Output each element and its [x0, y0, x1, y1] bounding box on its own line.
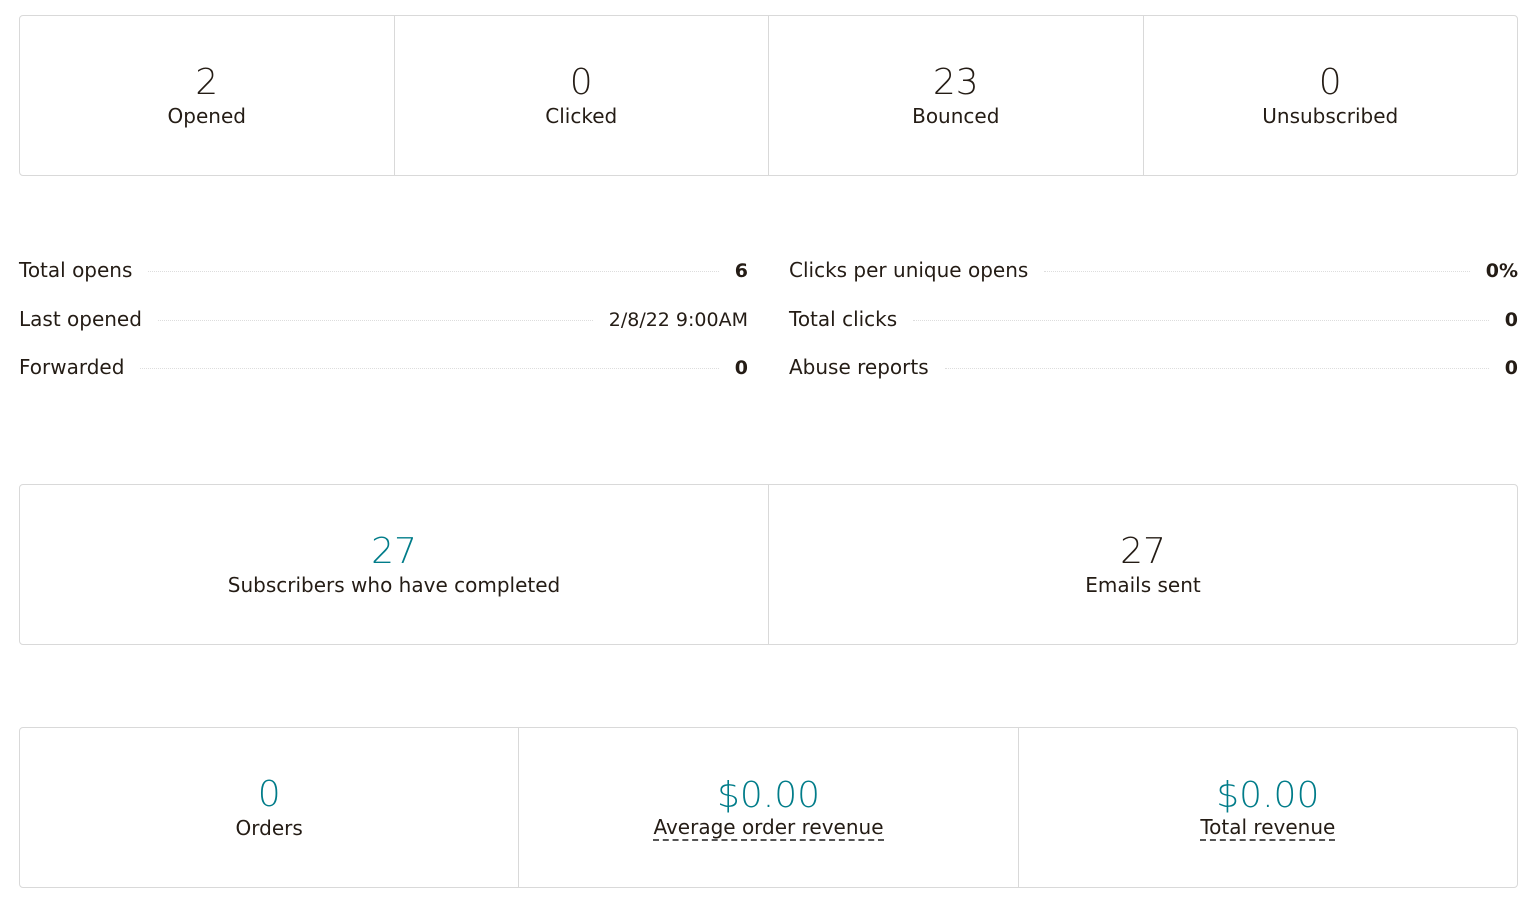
opened-card: 2 Opened: [20, 16, 394, 175]
average-order-revenue-tooltip-label[interactable]: Average order revenue: [653, 814, 884, 841]
bounced-label: Bounced: [912, 103, 1000, 128]
stats-left: Total opens 6 Last opened 2/8/22 9:00AM Fo…: [19, 258, 748, 404]
stat-row: Abuse reports 0: [789, 355, 1518, 404]
dotted-leader: [1044, 271, 1470, 272]
stat-value: 2/8/22 9:00AM: [608, 308, 748, 331]
unsubscribed-value: 0: [1318, 61, 1342, 103]
stat-label: Total opens: [19, 258, 133, 282]
unsubscribed-card: 0 Unsubscribed: [1142, 16, 1518, 175]
stat-value: 6: [734, 260, 748, 282]
orders-label: Orders: [235, 815, 303, 840]
clicked-card: 0 Clicked: [393, 16, 769, 175]
orders-card: 0 Orders: [20, 728, 518, 887]
stat-label: Forwarded: [19, 355, 125, 379]
average-order-revenue-value: $0.00: [716, 774, 821, 816]
stat-row: Total opens 6: [19, 258, 748, 307]
unsubscribed-label: Unsubscribed: [1262, 103, 1399, 128]
stat-label: Clicks per unique opens: [789, 258, 1029, 282]
stat-value: 0%: [1485, 260, 1518, 282]
subscribers-completed-card[interactable]: 27 Subscribers who have completed: [20, 485, 768, 644]
stat-row: Last opened 2/8/22 9:00AM: [19, 307, 748, 356]
total-revenue-card: $0.00 Total revenue: [1017, 728, 1517, 887]
dotted-leader: [140, 368, 719, 369]
subscribers-completed-label: Subscribers who have completed: [227, 572, 561, 597]
stat-row: Forwarded 0: [19, 355, 748, 404]
stat-value: 0: [1504, 308, 1518, 331]
average-order-revenue-card: $0.00 Average order revenue: [518, 728, 1017, 887]
orders-value: 0: [257, 773, 281, 815]
dotted-leader: [913, 319, 1489, 321]
total-revenue-tooltip-label[interactable]: Total revenue: [1200, 814, 1336, 841]
stat-label: Abuse reports: [789, 355, 929, 379]
stats-right: Clicks per unique opens 0% Total clicks 0 …: [789, 258, 1518, 404]
dotted-leader: [157, 319, 593, 321]
opened-label: Opened: [167, 103, 246, 128]
completion-cards: 27 Subscribers who have completed 27 Email…: [19, 484, 1518, 645]
emails-sent-value: 27: [1120, 530, 1166, 572]
stat-value: 0: [734, 357, 748, 379]
emails-sent-label: Emails sent: [1085, 572, 1201, 597]
dotted-leader: [148, 271, 719, 272]
subscribers-completed-value[interactable]: 27: [371, 530, 417, 572]
bounced-value: 23: [932, 61, 979, 103]
stat-row: Clicks per unique opens 0%: [789, 258, 1518, 307]
clicked-label: Clicked: [545, 103, 618, 128]
bounced-card: 23 Bounced: [768, 16, 1143, 175]
total-revenue-value: $0.00: [1216, 774, 1320, 816]
emails-sent-card: 27 Emails sent: [768, 485, 1517, 644]
dotted-leader: [944, 368, 1489, 369]
clicked-value: 0: [569, 61, 593, 103]
stat-row: Total clicks 0: [789, 307, 1518, 356]
stat-value: 0: [1504, 357, 1518, 379]
revenue-cards: 0 Orders $0.00 Average order revenue $0.00…: [19, 727, 1518, 888]
stat-label: Total clicks: [789, 306, 898, 331]
opened-value: 2: [195, 61, 219, 103]
stat-label: Last opened: [19, 306, 142, 331]
summary-cards: 2 Opened 0 Clicked 23 Bounced 0 Unsubscribed: [19, 15, 1518, 176]
